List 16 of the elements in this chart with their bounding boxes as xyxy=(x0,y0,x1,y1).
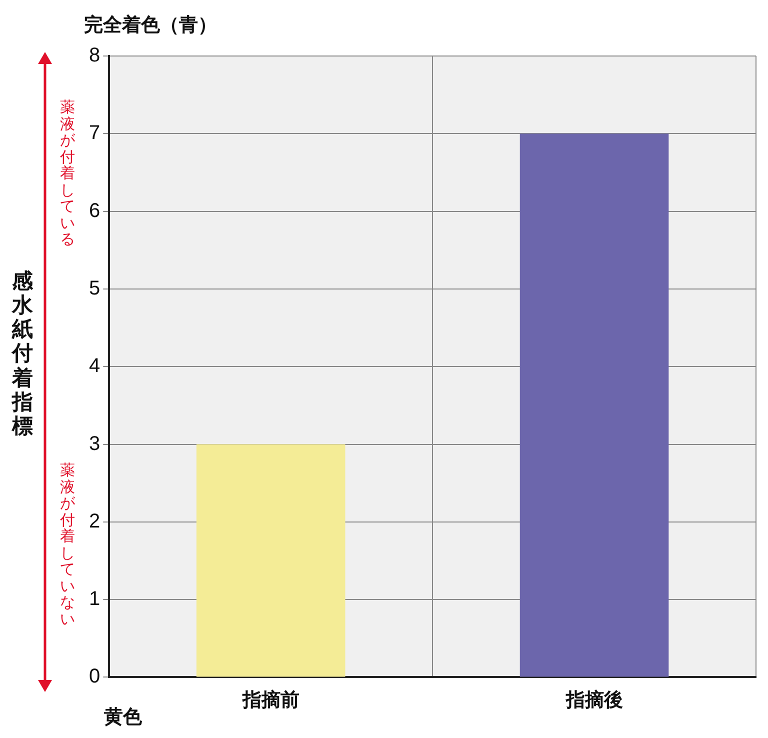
chart-title: 完全着色（青） xyxy=(84,13,217,38)
y-tick-label: 5 xyxy=(89,277,100,300)
x-tick-label: 指摘後 xyxy=(564,688,623,711)
text: 薬液が付着していない xyxy=(60,462,75,628)
text: 黄色 xyxy=(104,706,142,730)
y-axis-title: 感水紙付着指標 xyxy=(12,270,33,439)
y-tick-label: 3 xyxy=(89,432,100,455)
y-tick-label: 1 xyxy=(89,588,100,610)
y-tick-label: 6 xyxy=(89,200,100,222)
y-tick-label: 8 xyxy=(89,44,100,67)
y-tick-label: 0 xyxy=(89,666,100,688)
y-tick-label: 4 xyxy=(89,355,100,378)
y-tick-label: 7 xyxy=(89,122,100,144)
x-tick-label: 指摘前 xyxy=(241,688,300,711)
text: 薬液が付着している xyxy=(60,99,75,248)
y-tick-label: 2 xyxy=(89,510,100,532)
